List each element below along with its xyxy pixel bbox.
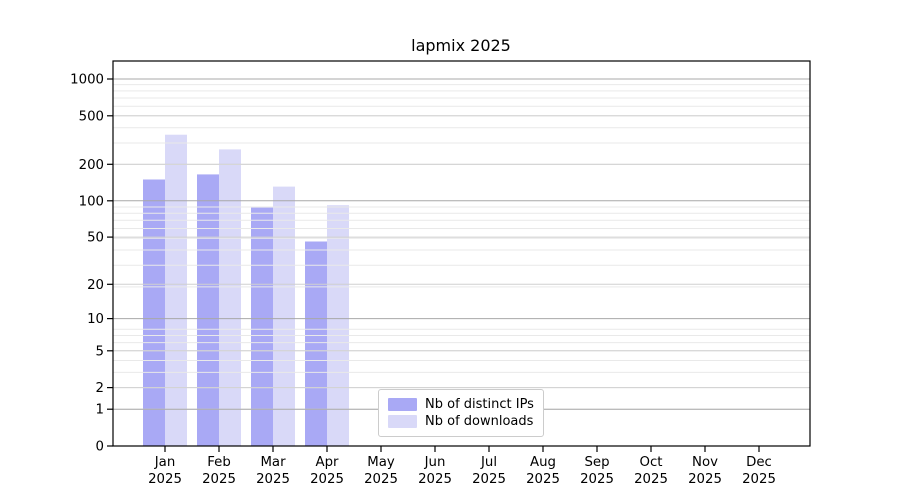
legend-swatch-distinct-ips bbox=[388, 398, 417, 411]
x-tick-label-sep: Sep bbox=[584, 455, 609, 470]
bar-feb-downloads bbox=[219, 149, 241, 446]
y-tick-label: 1000 bbox=[70, 73, 104, 88]
x-tick-label-dec-year: 2025 bbox=[742, 472, 776, 487]
x-tick-label-jul: Jul bbox=[480, 455, 497, 470]
x-tick-label-oct-year: 2025 bbox=[634, 472, 668, 487]
x-tick-label-jul-year: 2025 bbox=[472, 472, 506, 487]
legend-swatch-downloads bbox=[388, 415, 417, 428]
bar-apr-downloads bbox=[327, 205, 349, 446]
x-tick-label-may: May bbox=[367, 455, 395, 470]
x-tick-label-aug: Aug bbox=[530, 455, 556, 470]
y-tick-label: 2 bbox=[96, 381, 104, 396]
x-tick-label-jun-year: 2025 bbox=[418, 472, 452, 487]
legend-item-downloads: Nb of downloads bbox=[388, 414, 534, 429]
legend-label-distinct-ips: Nb of distinct IPs bbox=[425, 397, 534, 412]
bar-feb-ips bbox=[197, 174, 219, 446]
x-tick-label-feb: Feb bbox=[207, 455, 231, 470]
x-tick-label-nov-year: 2025 bbox=[688, 472, 722, 487]
x-tick-label-jan-year: 2025 bbox=[148, 472, 182, 487]
x-tick-label-aug-year: 2025 bbox=[526, 472, 560, 487]
x-tick-label-jun: Jun bbox=[424, 455, 446, 470]
x-tick-label-mar-year: 2025 bbox=[256, 472, 290, 487]
y-tick-label: 50 bbox=[87, 231, 104, 246]
x-tick-label-apr: Apr bbox=[315, 455, 339, 470]
x-tick-label-may-year: 2025 bbox=[364, 472, 398, 487]
x-tick-label-mar: Mar bbox=[260, 455, 286, 470]
y-tick-label: 500 bbox=[79, 109, 104, 124]
y-tick-label: 100 bbox=[79, 194, 104, 209]
y-tick-label: 1 bbox=[96, 403, 104, 418]
x-tick-label-feb-year: 2025 bbox=[202, 472, 236, 487]
x-tick-label-apr-year: 2025 bbox=[310, 472, 344, 487]
x-tick-label-dec: Dec bbox=[746, 455, 772, 470]
bar-mar-ips bbox=[251, 207, 273, 446]
x-tick-label-jan: Jan bbox=[154, 455, 176, 470]
y-tick-label: 20 bbox=[87, 278, 104, 293]
bar-jan-ips bbox=[143, 179, 165, 446]
plot-frame bbox=[112, 60, 811, 447]
legend-label-downloads: Nb of downloads bbox=[425, 414, 534, 429]
x-tick-label-oct: Oct bbox=[640, 455, 663, 470]
bar-mar-downloads bbox=[273, 186, 295, 446]
bar-apr-ips bbox=[305, 241, 327, 446]
y-tick-label: 5 bbox=[96, 344, 104, 359]
x-tick-label-nov: Nov bbox=[692, 455, 718, 470]
legend: Nb of distinct IPs Nb of downloads bbox=[378, 389, 544, 437]
chart-title: lapmix 2025 bbox=[411, 36, 511, 55]
legend-item-distinct-ips: Nb of distinct IPs bbox=[388, 397, 534, 412]
y-tick-label: 0 bbox=[96, 440, 104, 455]
y-tick-label: 200 bbox=[79, 158, 104, 173]
bar-jan-downloads bbox=[165, 134, 187, 446]
x-tick-label-sep-year: 2025 bbox=[580, 472, 614, 487]
y-tick-label: 10 bbox=[87, 312, 104, 327]
